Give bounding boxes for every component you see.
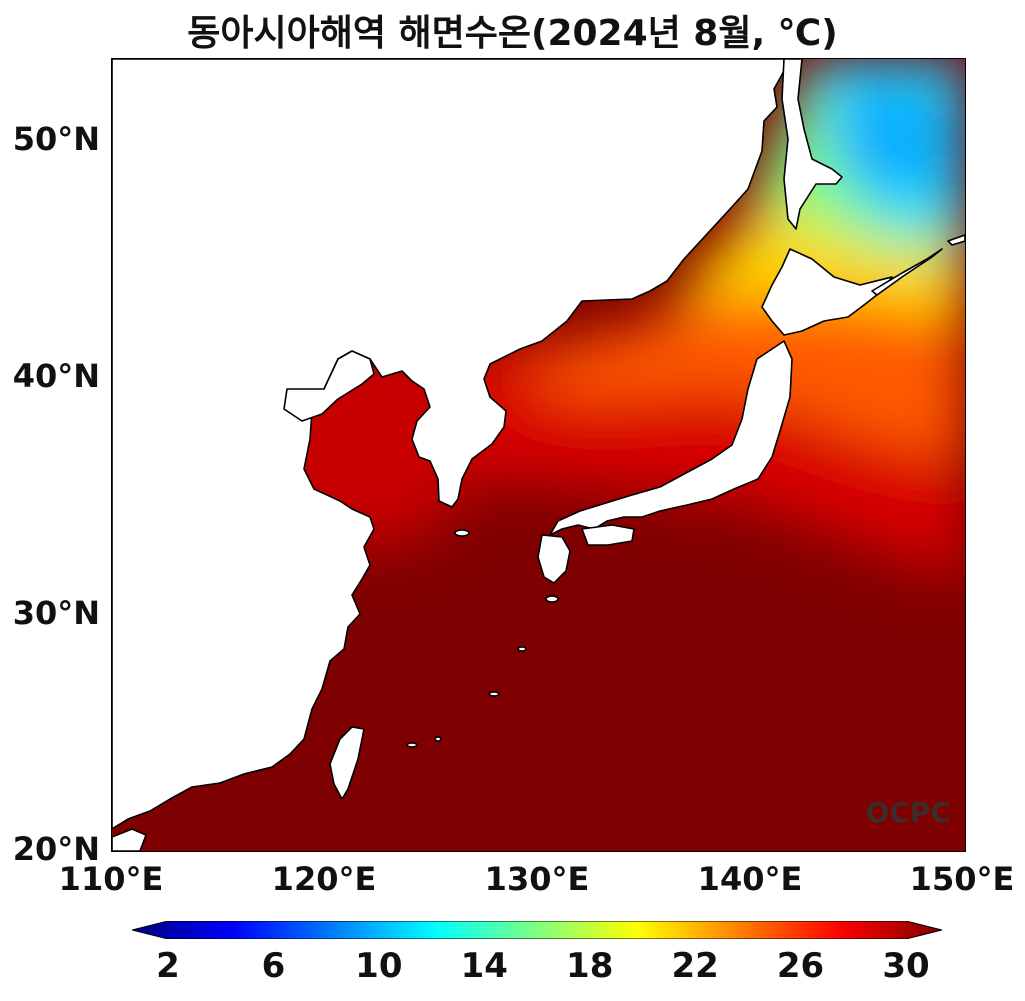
ocpc-watermark: OCPC [865, 796, 951, 829]
land-hokkaido [761, 248, 893, 336]
sst-map-canvas [112, 59, 965, 851]
y-tick-label: 40°N [12, 357, 100, 395]
colorbar-tick-label: 14 [460, 946, 508, 986]
colorbar-tick-label: 30 [882, 946, 930, 986]
land-mainland [112, 59, 785, 830]
x-tick-label: 120°E [271, 860, 377, 898]
x-tick-label: 130°E [484, 860, 590, 898]
land [112, 59, 965, 851]
colorbar-tick-label: 6 [261, 946, 286, 986]
colorbar-tick-label: 10 [355, 946, 403, 986]
land-sakhalin [781, 59, 843, 230]
y-tick-label: 50°N [12, 120, 100, 158]
x-tick-label: 110°E [58, 860, 164, 898]
colorbar-tick-label: 26 [776, 946, 825, 986]
y-tick-label: 20°N [12, 830, 100, 868]
y-tick-label: 30°N [12, 594, 100, 632]
x-tick-label: 150°E [909, 860, 1015, 898]
colorbar [132, 921, 942, 939]
x-tick-label: 140°E [697, 860, 803, 898]
land-taiwan [329, 726, 365, 800]
colorbar-tick-label: 2 [156, 946, 180, 986]
map-title: 동아시아해역 해면수온(2024년 8월, ℃) [187, 13, 838, 54]
colorbar-tick-label: 18 [566, 946, 614, 986]
sst-map: OCPC [111, 58, 966, 852]
colorbar-tick-label: 22 [671, 946, 719, 986]
